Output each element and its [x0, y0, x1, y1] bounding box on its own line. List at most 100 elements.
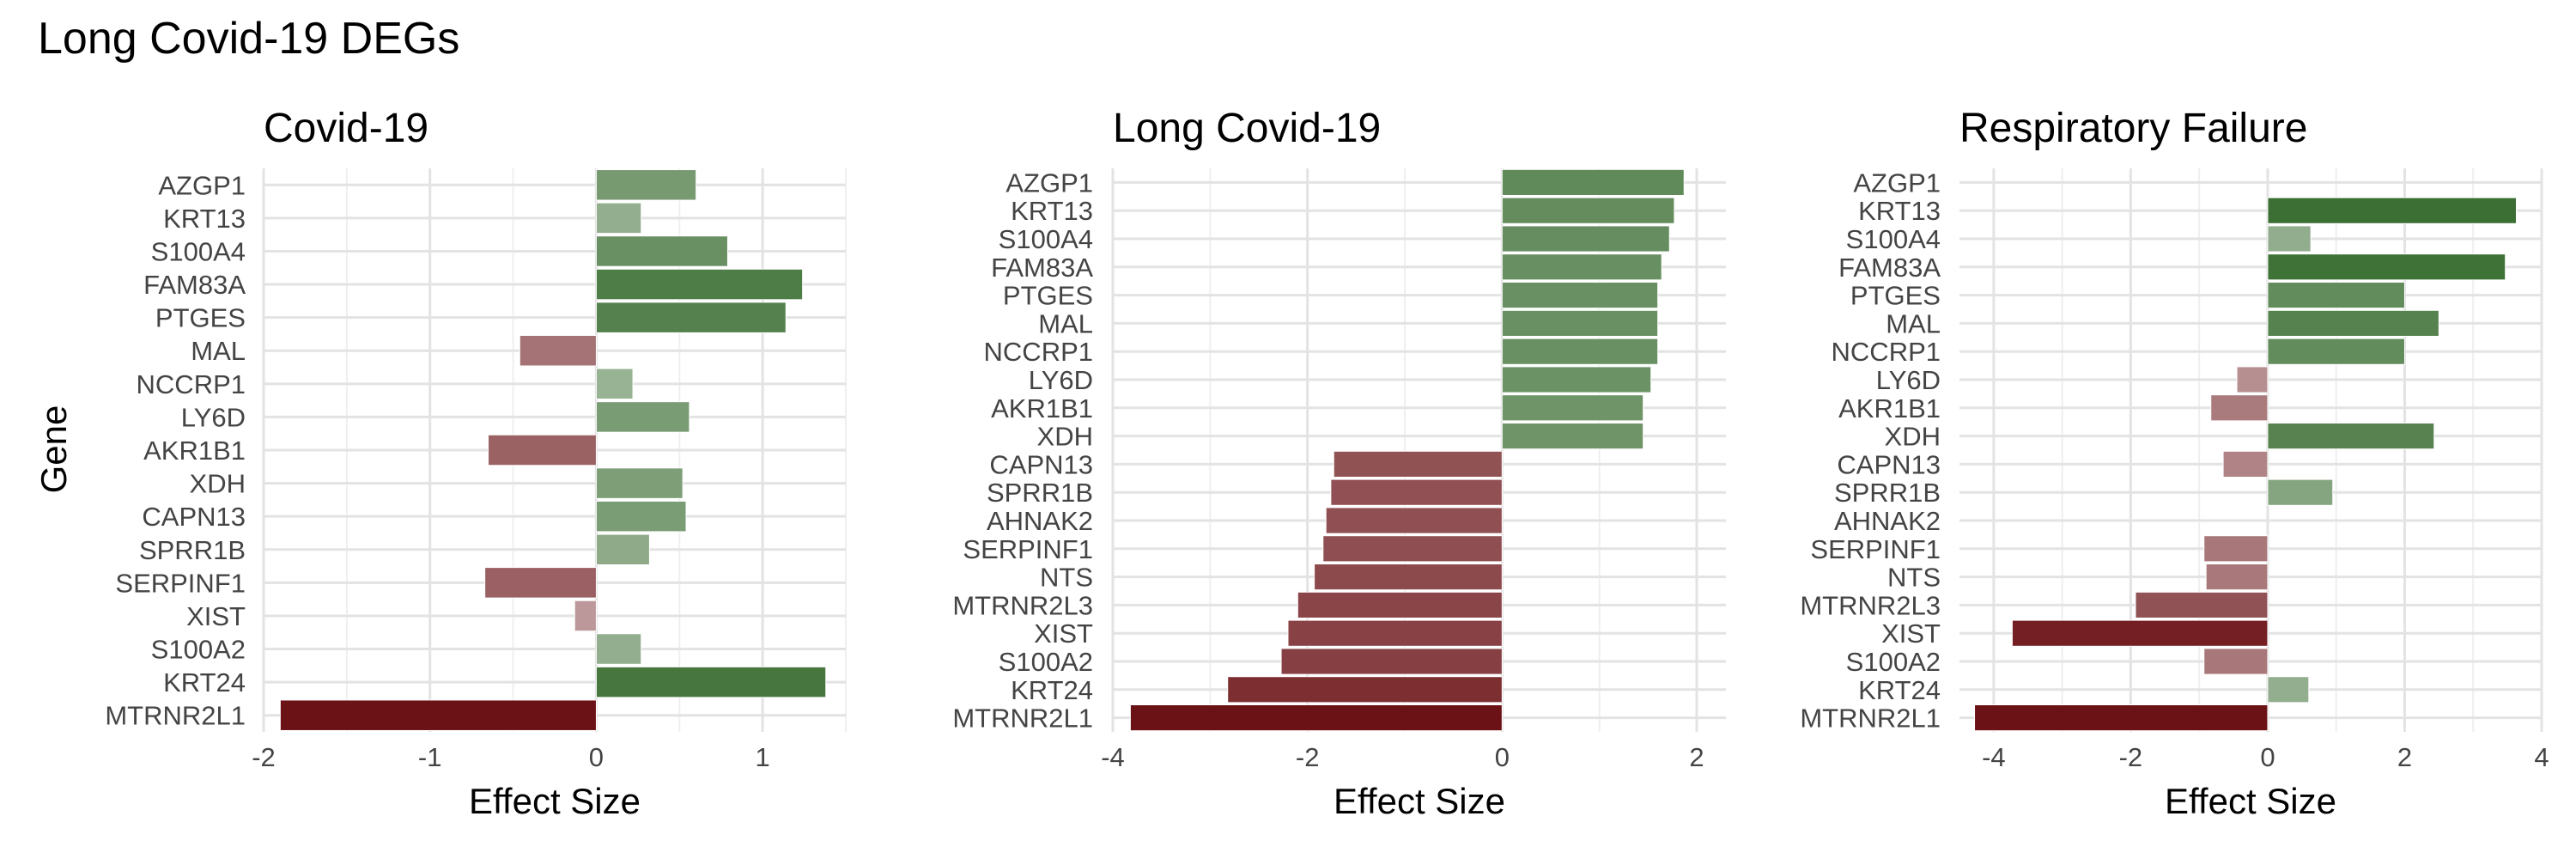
bar-sprr1b [595, 533, 650, 566]
x-tick-label: -4 [1982, 742, 2006, 772]
category-label: NCCRP1 [984, 337, 1093, 367]
category-label: LY6D [181, 402, 246, 432]
category-label: CAPN13 [989, 449, 1093, 479]
x-tick-label: 0 [589, 742, 604, 772]
category-label: AKR1B1 [1838, 393, 1941, 423]
bar-nccrp1 [595, 368, 634, 400]
bar-ly6d [2236, 366, 2269, 393]
x-tick-label: -2 [1296, 742, 1320, 772]
category-label: MTRNR2L3 [1800, 590, 1941, 620]
category-label: FAM83A [1838, 253, 1941, 283]
bar-mtrnr2l1 [1974, 704, 2269, 732]
bar-mtrnr2l1 [279, 699, 597, 731]
bar-akr1b1 [1501, 394, 1644, 422]
x-axis-label: Effect Size [1334, 781, 1505, 821]
bar-krt24 [1227, 676, 1503, 704]
bar-s100a4 [2267, 225, 2312, 253]
category-label: LY6D [1876, 365, 1941, 395]
bar-sprr1b [2267, 478, 2334, 506]
bar-xist [1287, 619, 1503, 647]
category-label: S100A4 [151, 236, 246, 266]
category-label: NCCRP1 [137, 369, 246, 399]
category-label: MTRNR2L1 [952, 704, 1093, 734]
category-label: S100A2 [999, 647, 1093, 677]
category-label: SPRR1B [1834, 478, 1941, 508]
bar-krt24 [595, 666, 827, 698]
bar-akr1b1 [2210, 394, 2269, 422]
category-label: S100A2 [1846, 647, 1941, 677]
category-label: KRT13 [163, 204, 246, 234]
bar-ptges [2267, 282, 2405, 309]
x-axis-label: Effect Size [469, 781, 641, 821]
category-label: SPRR1B [987, 478, 1093, 508]
panel-3: Respiratory Failure AZGP1KRT13S100A4FAM83… [1800, 106, 2549, 821]
category-label: KRT24 [1011, 675, 1093, 705]
bar-ly6d [595, 401, 690, 433]
x-tick-label: -2 [2119, 742, 2143, 772]
bar-mtrnr2l3 [1297, 591, 1503, 618]
category-label: PTGES [1850, 281, 1941, 311]
category-label: AHNAK2 [1834, 506, 1941, 536]
category-label: XIST [1034, 618, 1093, 649]
bar-capn13 [2222, 450, 2269, 478]
bar-xist [2011, 619, 2269, 647]
bar-nccrp1 [2267, 338, 2405, 365]
bar-s100a2 [1280, 648, 1503, 675]
bar-serpinf1 [484, 567, 597, 599]
bar-azgp1 [1501, 168, 1685, 196]
bar-mtrnr2l1 [1129, 704, 1503, 732]
category-label: AZGP1 [1005, 168, 1093, 198]
category-label: XIST [186, 601, 246, 631]
bar-serpinf1 [2203, 535, 2269, 563]
category-label: CAPN13 [142, 502, 246, 532]
bar-akr1b1 [488, 434, 597, 466]
category-label: XDH [190, 469, 246, 499]
category-label: SERPINF1 [1810, 534, 1941, 564]
category-label: SERPINF1 [963, 534, 1093, 564]
category-label: KRT24 [1858, 675, 1941, 705]
panel-title: Covid-19 [264, 106, 428, 151]
x-tick-label: 0 [1495, 742, 1510, 772]
bar-krt24 [2267, 676, 2310, 704]
y-axis-label: Gene [33, 405, 74, 494]
category-label: S100A4 [999, 224, 1093, 254]
bar-krt13 [595, 202, 642, 235]
bar-ptges [1501, 282, 1659, 309]
bar-xdh [595, 467, 683, 499]
category-label: AKR1B1 [143, 436, 246, 466]
category-label: SERPINF1 [115, 568, 246, 598]
category-label: FAM83A [991, 253, 1093, 283]
panel-title: Long Covid-19 [1113, 106, 1381, 151]
category-label: LY6D [1029, 365, 1093, 395]
category-label: PTGES [1003, 281, 1093, 311]
bar-mal [2267, 309, 2439, 337]
bar-mal [1501, 309, 1659, 337]
category-label: MTRNR2L1 [1800, 704, 1941, 734]
bar-krt13 [1501, 197, 1675, 224]
bar-nts [1314, 564, 1503, 591]
x-axis-label: Effect Size [2165, 781, 2336, 821]
x-tick-label: -2 [252, 742, 276, 772]
x-tick-label: 4 [2534, 742, 2549, 772]
bar-s100a2 [595, 633, 642, 665]
bar-fam83a [2267, 253, 2506, 281]
bar-ptges [595, 302, 787, 333]
category-label: MTRNR2L1 [105, 701, 246, 731]
category-label: NCCRP1 [1832, 337, 1941, 367]
category-label: KRT24 [163, 667, 246, 698]
panel-title: Respiratory Failure [1959, 106, 2307, 151]
bar-s100a4 [595, 235, 728, 267]
bar-serpinf1 [1322, 535, 1503, 563]
category-label: KRT13 [1011, 196, 1093, 226]
bar-mtrnr2l3 [2135, 591, 2269, 618]
category-label: PTGES [155, 303, 246, 333]
bar-xdh [1501, 423, 1644, 450]
bar-azgp1 [595, 169, 697, 201]
bar-s100a2 [2203, 648, 2269, 675]
x-tick-label: 2 [1689, 742, 1704, 772]
bar-xdh [2267, 423, 2435, 450]
category-label: XDH [1037, 422, 1093, 452]
panel-2: Long Covid-19 AZGP1KRT13S100A4FAM83APTGES… [952, 106, 1726, 821]
